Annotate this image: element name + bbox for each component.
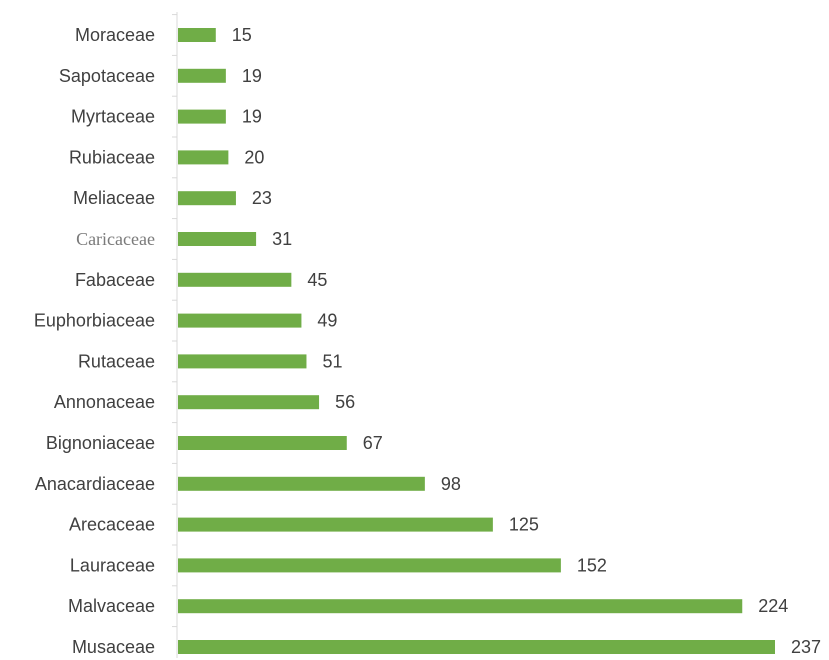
value-label-bignoniaceae: 67 [363,433,383,453]
value-label-caricaceae: 31 [272,229,292,249]
bar-moraceae [178,28,216,42]
bar-sapotaceae [178,68,226,83]
category-label-fabaceae: Fabaceae [75,270,155,290]
value-label-musaceae: 237 [791,637,821,657]
bar-anacardiaceae [178,476,425,491]
bar-caricaceae [178,232,257,246]
bar-lauraceae [178,558,561,573]
bar-annonaceae [178,395,320,410]
category-label-rutaceae: Rutaceae [78,351,155,371]
bar-euphorbiaceae [178,313,302,328]
category-label-euphorbiaceae: Euphorbiaceae [34,311,155,331]
axis-layer [172,12,178,658]
category-label-caricaceae: Caricaceae [76,229,155,249]
bar-myrtaceae [178,109,226,124]
bar-rutaceae [178,354,307,369]
value-label-sapotaceae: 19 [242,66,262,86]
value-label-annonaceae: 56 [335,392,355,412]
value-label-fabaceae: 45 [307,270,327,290]
category-label-rubiaceae: Rubiaceae [69,147,155,167]
value-label-rutaceae: 51 [322,351,342,371]
category-label-musaceae: Musaceae [72,637,155,657]
value-label-lauraceae: 152 [577,555,607,575]
category-label-annonaceae: Annonaceae [54,392,155,412]
value-label-arecaceae: 125 [509,515,539,535]
category-label-lauraceae: Lauraceae [70,555,155,575]
category-label-moraceae: Moraceae [75,25,155,45]
value-label-rubiaceae: 20 [244,147,264,167]
value-label-anacardiaceae: 98 [441,474,461,494]
value-label-euphorbiaceae: 49 [317,311,337,331]
value-label-malvaceae: 224 [758,596,788,616]
category-label-meliaceae: Meliaceae [73,188,155,208]
category-label-sapotaceae: Sapotaceae [59,66,155,86]
bar-malvaceae [178,599,743,614]
bar-rubiaceae [178,150,229,165]
category-label-myrtaceae: Myrtaceae [71,107,155,127]
bars-layer [178,28,775,654]
category-label-bignoniaceae: Bignoniaceae [46,433,155,453]
bar-arecaceae [178,517,493,532]
category-label-malvaceae: Malvaceae [68,596,155,616]
category-label-arecaceae: Arecaceae [69,515,155,535]
bar-fabaceae [178,272,292,287]
value-label-myrtaceae: 19 [242,107,262,127]
value-label-meliaceae: 23 [252,188,272,208]
bar-meliaceae [178,191,236,206]
value-label-moraceae: 15 [232,25,252,45]
category-label-anacardiaceae: Anacardiaceae [35,474,155,494]
bar-bignoniaceae [178,436,347,450]
labels-layer: Moraceae 15 Sapotaceae 19 Myrtaceae 19 Rubiace… [34,25,821,657]
bar-musaceae [178,640,775,654]
